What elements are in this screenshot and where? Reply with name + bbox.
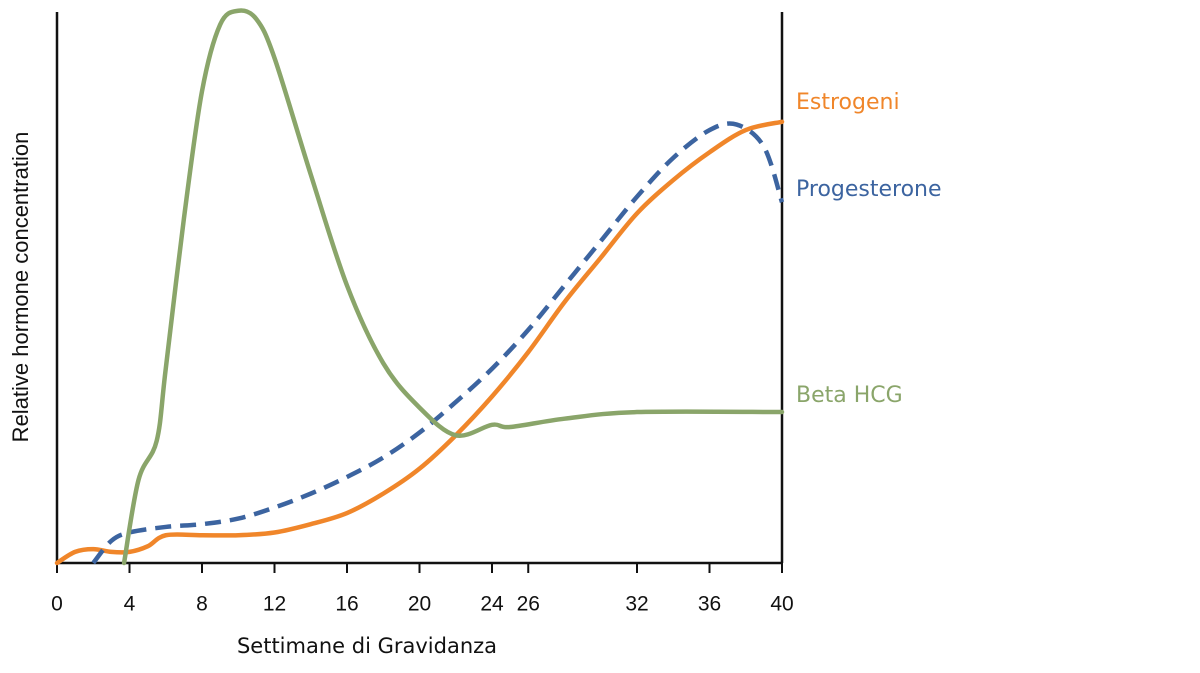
x-tick-label: 36	[698, 593, 721, 616]
x-tick-label: 20	[408, 593, 431, 616]
x-tick-label: 24	[480, 593, 504, 616]
series-line	[54, 119, 785, 566]
x-tick-label: 8	[196, 593, 208, 616]
x-tick-label: 0	[51, 593, 63, 616]
x-tick-label: 4	[124, 593, 136, 616]
x-tick-label: 16	[335, 593, 358, 616]
x-tick-label: 12	[263, 593, 286, 616]
series-line	[91, 121, 785, 565]
x-axis-label: Settimane di Gravidanza	[237, 634, 497, 658]
x-tick-label: 32	[625, 593, 648, 616]
x-tick-label: 26	[517, 593, 540, 616]
legend-label: Estrogeni	[796, 90, 900, 115]
legend-label: Beta HCG	[796, 383, 903, 408]
x-tick-label: 40	[770, 593, 793, 616]
series-line	[121, 8, 785, 566]
y-axis-label: Relative hormone concentration	[8, 132, 33, 443]
legend-label: Progesterone	[796, 177, 942, 202]
